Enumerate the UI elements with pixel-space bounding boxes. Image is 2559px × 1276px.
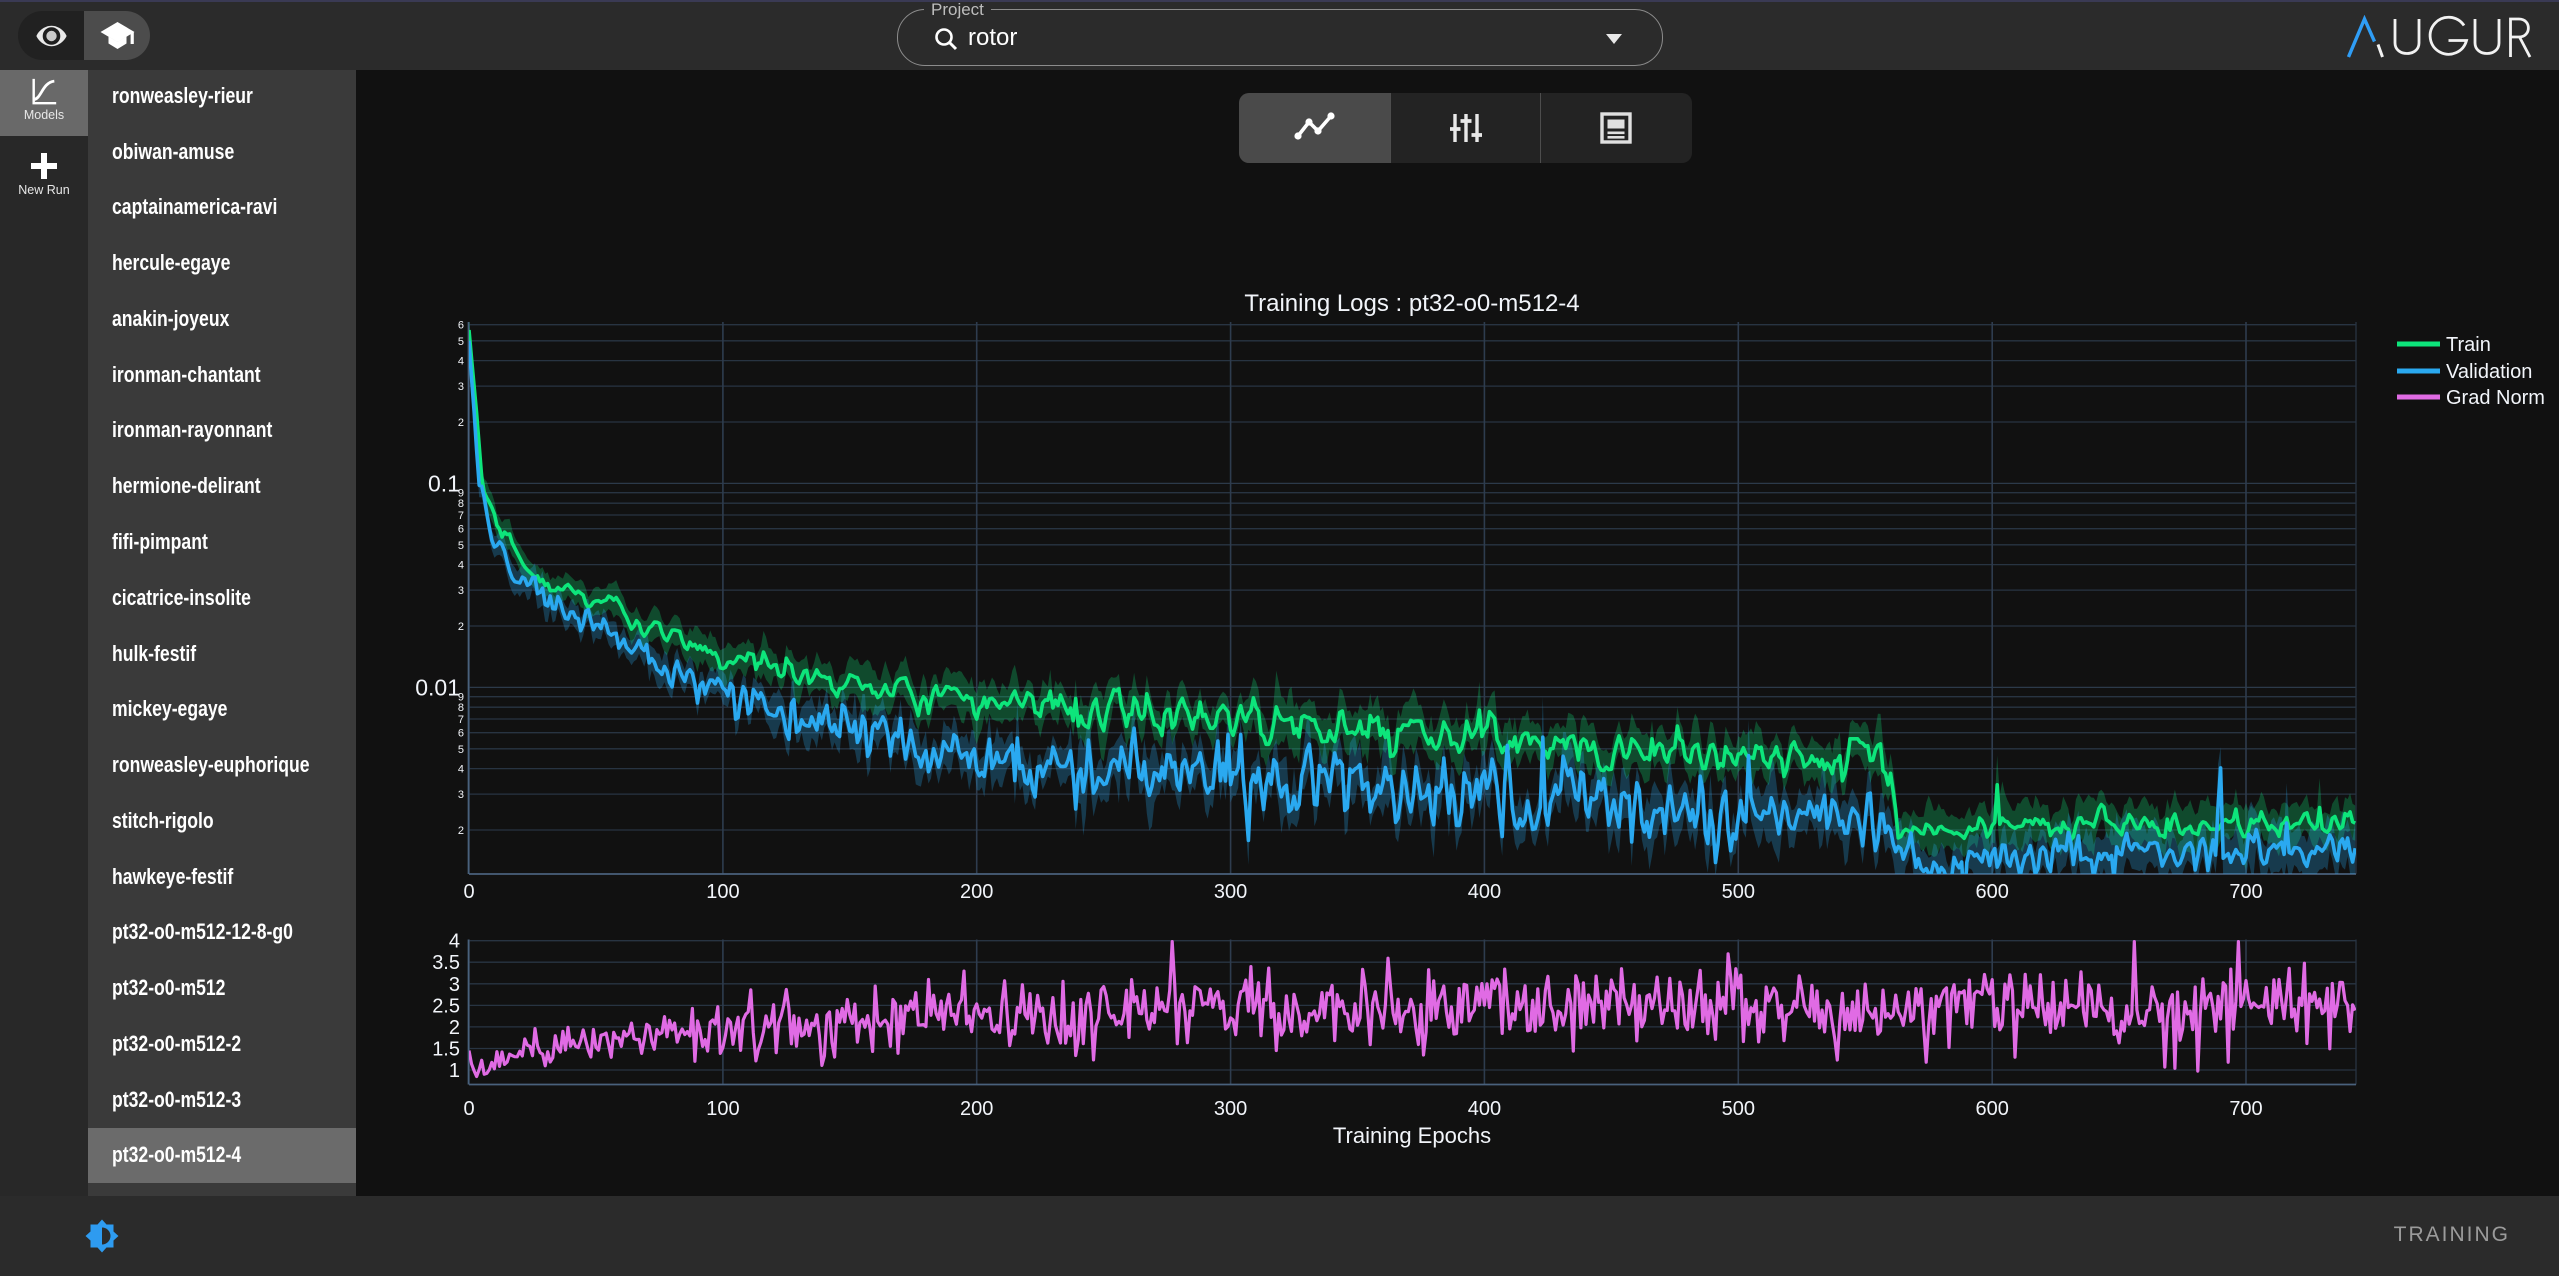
- svg-text:200: 200: [960, 881, 993, 903]
- svg-text:6: 6: [458, 728, 464, 740]
- svg-text:300: 300: [1214, 881, 1247, 903]
- svg-text:200: 200: [960, 1098, 993, 1120]
- svg-text:Validation: Validation: [2446, 361, 2532, 383]
- svg-text:6: 6: [458, 524, 464, 536]
- svg-text:3: 3: [458, 585, 464, 597]
- svg-text:1: 1: [449, 1060, 460, 1082]
- svg-text:500: 500: [1722, 881, 1755, 903]
- svg-text:6: 6: [458, 320, 464, 332]
- svg-text:9: 9: [458, 488, 464, 500]
- svg-text:1.5: 1.5: [432, 1039, 460, 1061]
- svg-text:9: 9: [458, 692, 464, 704]
- svg-text:4: 4: [458, 560, 464, 572]
- svg-text:400: 400: [1468, 1098, 1501, 1120]
- svg-text:700: 700: [2229, 1098, 2262, 1120]
- svg-text:700: 700: [2229, 881, 2262, 903]
- svg-text:5: 5: [458, 744, 464, 756]
- svg-text:100: 100: [706, 1098, 739, 1120]
- svg-text:Training Epochs: Training Epochs: [1333, 1123, 1491, 1148]
- svg-text:4: 4: [449, 931, 460, 953]
- svg-text:100: 100: [706, 881, 739, 903]
- svg-text:2: 2: [458, 621, 464, 633]
- svg-text:7: 7: [458, 510, 464, 522]
- svg-text:4: 4: [458, 356, 464, 368]
- svg-text:300: 300: [1214, 1098, 1247, 1120]
- svg-text:Train: Train: [2446, 334, 2491, 356]
- svg-text:500: 500: [1722, 1098, 1755, 1120]
- svg-text:3.5: 3.5: [432, 952, 460, 974]
- svg-text:Training Logs : pt32-o0-m512-4: Training Logs : pt32-o0-m512-4: [1244, 290, 1579, 317]
- svg-text:400: 400: [1468, 881, 1501, 903]
- svg-text:Grad Norm: Grad Norm: [2446, 387, 2545, 409]
- svg-text:0: 0: [463, 1098, 474, 1120]
- svg-text:5: 5: [458, 540, 464, 552]
- svg-text:0.01: 0.01: [415, 674, 460, 700]
- svg-text:7: 7: [458, 714, 464, 726]
- svg-text:5: 5: [458, 336, 464, 348]
- svg-text:2.5: 2.5: [432, 995, 460, 1017]
- svg-text:3: 3: [449, 974, 460, 996]
- svg-text:3: 3: [458, 789, 464, 801]
- svg-text:2: 2: [458, 825, 464, 837]
- svg-text:600: 600: [1976, 1098, 2009, 1120]
- svg-text:600: 600: [1976, 881, 2009, 903]
- svg-text:8: 8: [458, 498, 464, 510]
- svg-text:0.1: 0.1: [428, 470, 460, 496]
- svg-text:3: 3: [458, 381, 464, 393]
- svg-text:0: 0: [463, 881, 474, 903]
- svg-text:4: 4: [458, 764, 464, 776]
- svg-text:8: 8: [458, 702, 464, 714]
- svg-text:2: 2: [458, 417, 464, 429]
- svg-text:2: 2: [449, 1017, 460, 1039]
